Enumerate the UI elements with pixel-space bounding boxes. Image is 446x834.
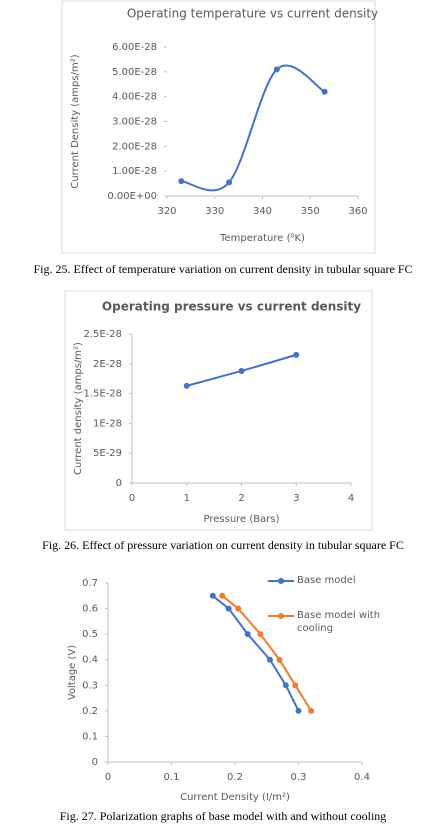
chart-title: Operating temperature vs current density	[127, 7, 378, 21]
x-axis-label: Temperature (⁰K)	[219, 233, 305, 244]
y-tick-label: 6.00E-28	[112, 42, 157, 53]
caption: Fig. 25. Effect of temperature variation…	[33, 262, 412, 276]
x-tick-label: 330	[205, 206, 224, 217]
y-tick-label: 2E-28	[93, 359, 122, 370]
data-point	[238, 367, 245, 374]
data-point	[292, 682, 299, 689]
x-tick-label: 0.3	[291, 772, 307, 783]
chart-title: Operating pressure vs current density	[102, 300, 361, 314]
legend-item: Base model with cooling	[297, 610, 381, 634]
chart-frame	[61, 0, 376, 254]
data-point	[308, 707, 315, 714]
x-tick-label: 2	[238, 493, 244, 504]
y-tick-label: 1E-28	[93, 418, 122, 429]
chart-frame	[64, 290, 373, 531]
series-line	[221, 595, 313, 712]
data-point	[295, 707, 302, 714]
x-tick-label: 0	[129, 493, 135, 504]
legend-item: Base model	[297, 575, 356, 586]
legend-label: Base model	[297, 575, 356, 586]
x-tick-label: 1	[184, 493, 190, 504]
y-tick-label: 5.00E-28	[112, 67, 157, 78]
y-tick-label: 4.00E-28	[112, 92, 157, 103]
x-tick-label: 340	[253, 206, 272, 217]
data-point	[273, 66, 280, 73]
data-point	[276, 656, 283, 663]
y-axis-label: Voltage (V)	[67, 645, 78, 700]
data-point	[225, 605, 232, 612]
data-point	[178, 178, 185, 185]
legend-label: Base model with cooling	[297, 610, 381, 634]
y-tick-label: 0.5	[82, 629, 98, 640]
series-line	[212, 595, 300, 712]
legend-marker	[278, 578, 284, 584]
data-point	[226, 179, 233, 186]
x-tick-label: 360	[348, 206, 367, 217]
x-tick-label: 4	[348, 493, 354, 504]
caption: Fig. 26. Effect of pressure variation on…	[42, 538, 404, 552]
data-point	[219, 592, 226, 599]
data-point	[257, 631, 264, 638]
data-point	[266, 656, 273, 663]
x-axis-label: Pressure (Bars)	[204, 514, 280, 525]
x-tick-label: 0.2	[227, 772, 243, 783]
data-point	[244, 631, 251, 638]
y-tick-label: 0.4	[82, 655, 98, 666]
x-tick-label: 0	[105, 772, 111, 783]
y-tick-label: 5E-29	[93, 448, 122, 459]
data-point	[282, 682, 289, 689]
caption: Fig. 27. Polarization graphs of base mod…	[60, 809, 387, 823]
y-tick-label: 0.1	[82, 731, 98, 742]
y-tick-label: 1.5E-28	[83, 389, 122, 400]
data-point	[293, 351, 300, 358]
x-tick-label: 0.1	[164, 772, 180, 783]
legend-marker	[278, 613, 284, 619]
y-tick-label: 2.5E-28	[83, 329, 122, 340]
data-point	[235, 605, 242, 612]
y-tick-label: 1.00E-28	[112, 166, 157, 177]
y-tick-label: 3.00E-28	[112, 117, 157, 128]
x-tick-label: 320	[157, 206, 176, 217]
data-point	[183, 382, 190, 389]
x-axis-label: Current Density (I/m²)	[180, 792, 290, 803]
y-tick-label: 0.00E+00	[107, 191, 157, 202]
data-point	[209, 592, 216, 599]
y-tick-label: 2.00E-28	[112, 141, 157, 152]
y-tick-label: 0.6	[82, 604, 98, 615]
y-axis-label: Current Density (amps/m²)	[70, 54, 81, 188]
data-point	[321, 88, 328, 95]
series-line	[181, 64, 326, 192]
x-tick-label: 3	[293, 493, 299, 504]
x-tick-label: 350	[301, 206, 320, 217]
y-tick-label: 0.2	[82, 706, 98, 717]
x-tick-label: 0.4	[354, 772, 370, 783]
y-tick-label: 0	[92, 757, 98, 768]
y-tick-label: 0.7	[82, 578, 98, 589]
y-tick-label: 0.3	[82, 680, 98, 691]
y-axis-label: Current density (amps/m²)	[73, 342, 84, 475]
y-tick-label: 0	[116, 478, 122, 489]
